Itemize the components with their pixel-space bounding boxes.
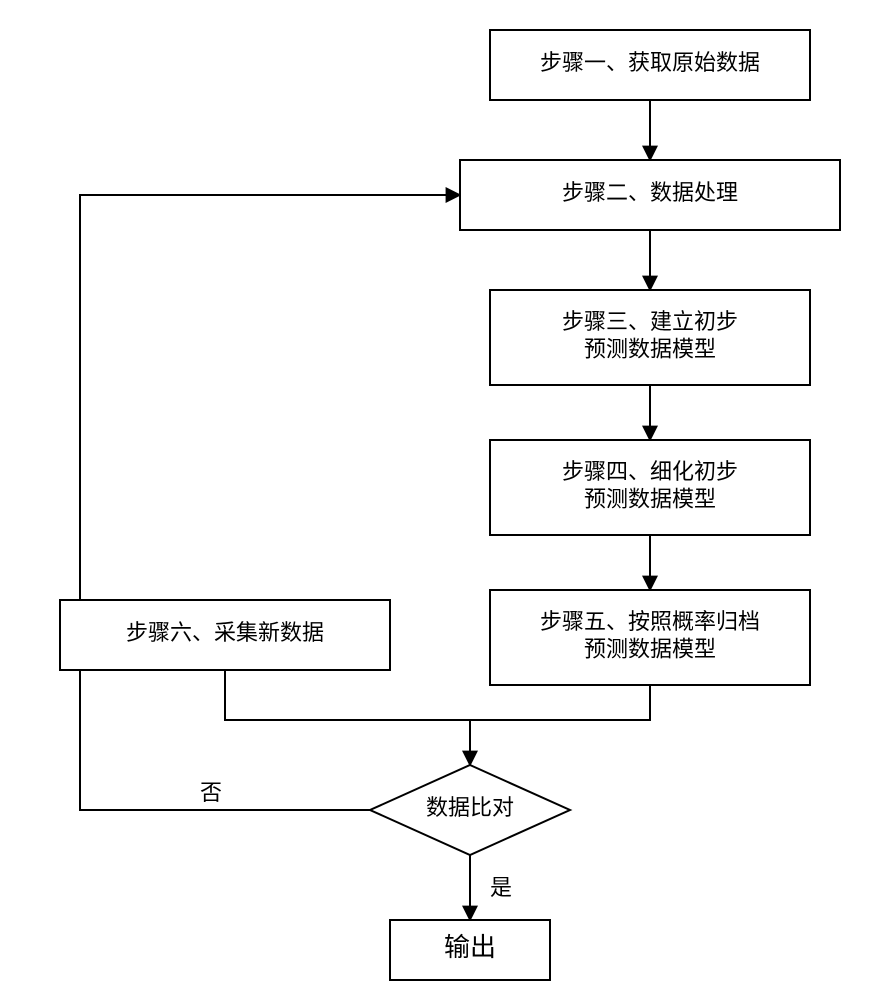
- node-decision: 数据比对: [370, 765, 570, 855]
- output-label: 输出: [444, 933, 496, 962]
- node-step5: 步骤五、按照概率归档预测数据模型: [490, 590, 810, 685]
- flowchart-canvas: 步骤一、获取原始数据 步骤二、数据处理 步骤三、建立初步预测数据模型 步骤四、细…: [0, 0, 888, 1000]
- edge-decision-step2: [80, 195, 460, 810]
- node-step4: 步骤四、细化初步预测数据模型: [490, 440, 810, 535]
- node-step3: 步骤三、建立初步预测数据模型: [490, 290, 810, 385]
- step2-label: 步骤二、数据处理: [562, 180, 738, 205]
- step6-label: 步骤六、采集新数据: [126, 620, 324, 645]
- edge-step5-decision: [470, 685, 650, 765]
- node-step2: 步骤二、数据处理: [460, 160, 840, 230]
- edge-step6-merge: [225, 670, 470, 720]
- label-yes: 是: [490, 875, 512, 900]
- label-no: 否: [200, 780, 222, 805]
- node-output: 输出: [390, 920, 550, 980]
- node-step6: 步骤六、采集新数据: [60, 600, 390, 670]
- decision-label: 数据比对: [426, 795, 514, 820]
- step1-label: 步骤一、获取原始数据: [540, 50, 760, 75]
- node-step1: 步骤一、获取原始数据: [490, 30, 810, 100]
